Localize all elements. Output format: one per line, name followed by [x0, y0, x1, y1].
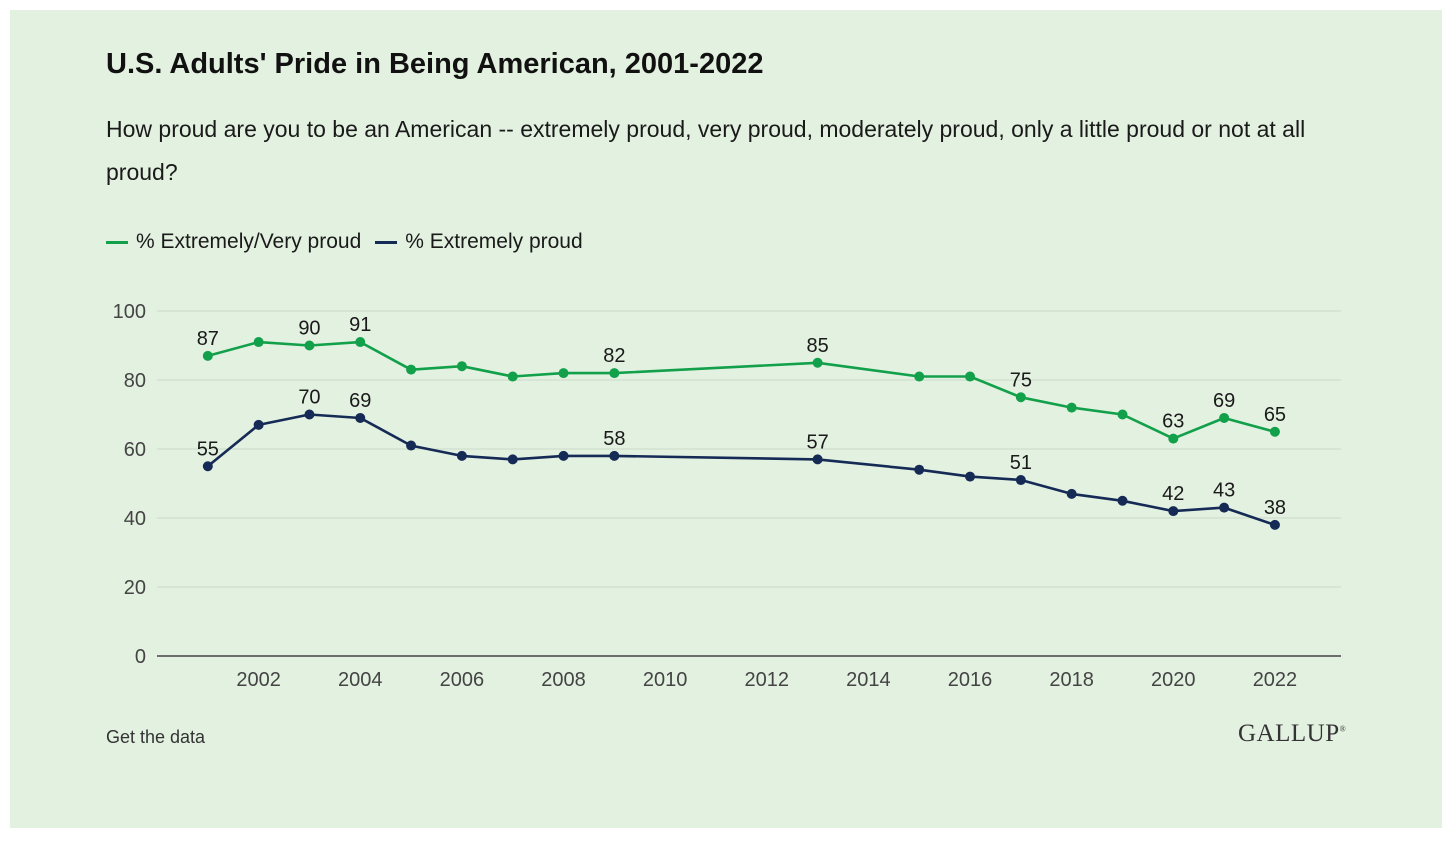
- y-tick-label: 40: [124, 508, 146, 530]
- data-point: [1117, 495, 1128, 506]
- data-point: [1168, 433, 1179, 444]
- x-tick-label: 2018: [1049, 669, 1094, 691]
- chart-subtitle: How proud are you to be an American -- e…: [106, 116, 1306, 185]
- data-point: [355, 412, 366, 423]
- data-point: [812, 454, 823, 465]
- legend-swatch-navy: [375, 240, 398, 244]
- legend-label: % Extremely proud: [405, 230, 583, 253]
- series-line-extremely-very: [207, 340, 1276, 440]
- data-point: [406, 440, 417, 451]
- data-label: 91: [349, 314, 371, 336]
- data-label: 87: [197, 328, 219, 350]
- data-point: [304, 340, 315, 351]
- trademark-mark: ®: [1339, 724, 1347, 734]
- data-point: [1219, 502, 1230, 513]
- data-point: [202, 461, 213, 472]
- brand-text: GALLUP: [1238, 720, 1340, 747]
- chart-title: U.S. Adults' Pride in Being American, 20…: [106, 48, 764, 80]
- data-point: [1219, 412, 1230, 423]
- gallup-logo: GALLUP®: [1238, 720, 1346, 748]
- legend-swatch-green: [106, 240, 128, 244]
- y-tick-label: 100: [113, 301, 146, 323]
- y-tick-label: 20: [124, 577, 146, 599]
- data-point: [1168, 506, 1179, 517]
- data-label: 70: [298, 387, 320, 409]
- data-label: 58: [603, 428, 625, 450]
- data-point: [1117, 409, 1128, 420]
- data-point: [965, 371, 976, 382]
- data-point: [355, 337, 366, 348]
- data-point: [914, 371, 925, 382]
- data-label: 65: [1264, 404, 1286, 426]
- data-label: 38: [1264, 497, 1286, 519]
- legend-item-extremely-very: % Extremely/Very proud: [106, 230, 361, 254]
- data-point: [558, 450, 569, 461]
- data-point: [202, 350, 213, 361]
- legend-item-extremely: % Extremely proud: [375, 230, 583, 254]
- data-point: [609, 450, 620, 461]
- data-labels: 87 90 91 82 85 75 63 69 65 55 70 69 58 57 51 42 43 38: [197, 314, 1286, 519]
- x-tick-label: 2020: [1151, 669, 1196, 691]
- data-point: [558, 368, 569, 379]
- data-point: [965, 471, 976, 482]
- x-tick-label: 2014: [846, 669, 891, 691]
- data-label: 75: [1010, 369, 1032, 391]
- data-label: 69: [349, 390, 371, 412]
- data-label: 63: [1162, 411, 1184, 433]
- axes: 0 20 40 60 80 100 2002 2004 2006 2008 2010 2012 2014…: [113, 301, 1341, 691]
- x-tick-label: 2016: [948, 669, 993, 691]
- data-point: [914, 464, 925, 475]
- x-tick-label: 2002: [236, 669, 281, 691]
- data-point: [812, 357, 823, 368]
- y-tick-label: 60: [124, 439, 146, 461]
- data-point: [507, 454, 518, 465]
- data-label: 82: [603, 345, 625, 367]
- data-label: 42: [1162, 483, 1184, 505]
- chart-panel: [10, 10, 1442, 828]
- data-label: 69: [1213, 390, 1235, 412]
- data-label: 85: [806, 335, 828, 357]
- data-point: [1015, 475, 1026, 486]
- data-point: [406, 364, 417, 375]
- gridlines: [157, 310, 1341, 588]
- data-point: [507, 371, 518, 382]
- x-tick-label: 2006: [440, 669, 485, 691]
- data-label: 51: [1010, 452, 1032, 474]
- data-point: [1066, 488, 1077, 499]
- data-point: [253, 337, 264, 348]
- x-tick-label: 2022: [1253, 669, 1298, 691]
- data-point: [1015, 392, 1026, 403]
- data-label: 57: [806, 431, 828, 453]
- legend-label: % Extremely/Very proud: [136, 230, 362, 253]
- data-point: [1269, 519, 1280, 530]
- data-point: [456, 450, 467, 461]
- data-point: [1269, 426, 1280, 437]
- data-point: [609, 368, 620, 379]
- data-point: [253, 419, 264, 430]
- data-point: [1066, 402, 1077, 413]
- x-tick-label: 2010: [643, 669, 688, 691]
- get-the-data-link[interactable]: Get the data: [106, 727, 206, 747]
- data-point: [456, 361, 467, 372]
- data-point: [304, 409, 315, 420]
- x-tick-label: 2008: [541, 669, 586, 691]
- x-tick-label: 2012: [745, 669, 790, 691]
- data-label: 55: [197, 438, 219, 460]
- y-tick-label: 0: [135, 646, 146, 668]
- series-line-extremely: [206, 413, 1276, 527]
- series: [202, 337, 1280, 530]
- legend: % Extremely/Very proud % Extremely proud: [106, 230, 597, 254]
- x-tick-label: 2004: [338, 669, 383, 691]
- data-label: 90: [298, 318, 320, 340]
- data-label: 43: [1213, 480, 1235, 502]
- y-tick-label: 80: [124, 370, 146, 392]
